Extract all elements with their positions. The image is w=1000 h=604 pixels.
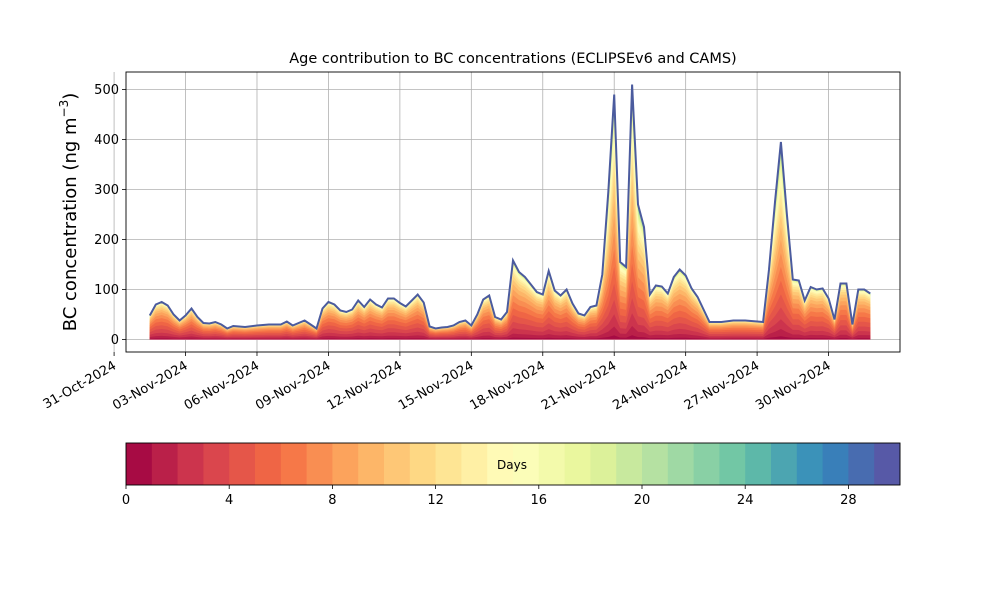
x-tick-label: 24-Nov-2024: [610, 358, 690, 413]
x-tick-label: 30-Nov-2024: [753, 358, 833, 413]
y-tick-label: 500: [94, 83, 119, 98]
colorbar-segment-19: [616, 443, 643, 485]
age-band-1: [149, 326, 871, 340]
colorbar-segment-4: [229, 443, 256, 485]
colorbar-segment-10: [384, 443, 411, 485]
x-tick-label: 09-Nov-2024: [253, 358, 333, 413]
colorbar-segment-11: [409, 443, 436, 485]
age-band-0: [149, 335, 871, 340]
age-band-12: [149, 152, 871, 340]
x-tick-label: 21-Nov-2024: [539, 358, 619, 413]
total-series: [148, 84, 871, 340]
colorbar-segment-16: [538, 443, 565, 485]
colorbar-segment-23: [719, 443, 746, 485]
colorbar-segment-7: [306, 443, 333, 485]
colorbar-segment-24: [745, 443, 772, 485]
y-axis: 0 100 200 300 400 500: [94, 83, 126, 348]
y-axis-label-main: BC concentration (ng m: [60, 117, 81, 331]
colorbar-segment-25: [771, 443, 798, 485]
colorbar-tick-label: 16: [531, 493, 548, 508]
total-line: [148, 84, 871, 331]
age-band-4: [149, 281, 871, 340]
colorbar-ticks: 0 4 8 12 16 20 24 28: [122, 485, 857, 508]
colorbar-segment-22: [693, 443, 720, 485]
age-band-13: [149, 141, 871, 340]
colorbar-segment-15: [513, 443, 540, 485]
colorbar-segment-17: [564, 443, 591, 485]
colorbar-segment-1: [151, 443, 178, 485]
x-axis: 31-Oct-202403-Nov-202406-Nov-202409-Nov-…: [41, 352, 834, 413]
colorbar-tick-label: 24: [737, 493, 754, 508]
age-band-3: [149, 298, 871, 340]
colorbar-label: Days: [497, 458, 527, 472]
colorbar-tick-label: 4: [225, 493, 233, 508]
colorbar-segment-8: [332, 443, 359, 485]
colorbar-segment-2: [177, 443, 204, 485]
age-band-2: [149, 313, 871, 340]
y-axis-label: BC concentration (ng m−3): [57, 93, 81, 332]
y-tick-label: 200: [94, 233, 119, 248]
colorbar-tick-label: 20: [634, 493, 651, 508]
colorbar-segment-9: [358, 443, 385, 485]
colorbar-segment-20: [642, 443, 669, 485]
x-tick-label: 15-Nov-2024: [396, 358, 476, 413]
x-tick-label: 12-Nov-2024: [325, 358, 405, 413]
colorbar-segment-5: [255, 443, 282, 485]
colorbar-segment-28: [848, 443, 875, 485]
colorbar-segment-12: [435, 443, 462, 485]
colorbar-tick-label: 12: [427, 493, 444, 508]
colorbar-segment-29: [874, 443, 901, 485]
colorbar-tick-label: 8: [328, 493, 336, 508]
x-tick-label: 31-Oct-2024: [41, 358, 119, 412]
colorbar-segment-18: [590, 443, 617, 485]
colorbar-frame: [125, 442, 901, 486]
x-tick-label: 06-Nov-2024: [182, 358, 262, 413]
colorbar-tick-label: 28: [840, 493, 857, 508]
colorbar-segment-6: [280, 443, 307, 485]
y-axis-label-suffix: ): [60, 93, 81, 100]
x-tick-label: 03-Nov-2024: [110, 358, 190, 413]
y-tick-label: 100: [94, 283, 119, 298]
y-tick-label: 0: [111, 333, 119, 348]
colorbar-segment-26: [796, 443, 823, 485]
chart-title: Age contribution to BC concentrations (E…: [289, 51, 736, 67]
age-bands: [149, 84, 871, 340]
colorbar-segment-0: [126, 443, 153, 485]
x-tick-label: 27-Nov-2024: [682, 358, 762, 413]
age-band-5: [149, 263, 871, 340]
colorbar-segment-21: [667, 443, 694, 485]
colorbar-segment-13: [461, 443, 488, 485]
y-axis-label-superscript: −3: [57, 100, 71, 118]
y-tick-label: 300: [94, 183, 119, 198]
colorbar-tick-label: 0: [122, 493, 130, 508]
colorbar-segment-3: [203, 443, 230, 485]
plot-frame: [125, 71, 901, 353]
y-tick-label: 400: [94, 133, 119, 148]
colorbar-segment-14: [487, 443, 514, 485]
x-tick-label: 18-Nov-2024: [467, 358, 547, 413]
colorbar-segment-27: [822, 443, 849, 485]
colorbar: [126, 443, 901, 485]
